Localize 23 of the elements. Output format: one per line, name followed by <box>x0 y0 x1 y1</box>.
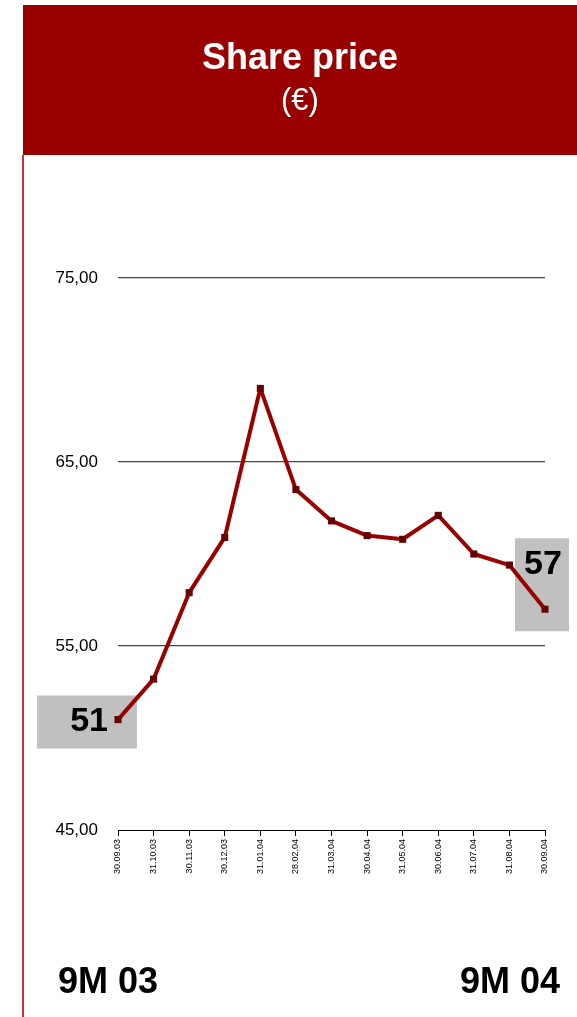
x-tick-label: 31.08.04 <box>503 839 514 875</box>
x-tick-label: 31.07.04 <box>468 839 479 875</box>
x-tick-label: 28.02.04 <box>290 839 301 875</box>
y-tick-label: 55,00 <box>55 635 98 655</box>
text: 9M 04 <box>459 960 560 1002</box>
x-tick-label: 30.12.03 <box>219 839 230 875</box>
x-tick-label: 31.10.03 <box>148 839 159 875</box>
y-tick-label: 75,00 <box>55 267 98 287</box>
y-tick-label: 45,00 <box>55 819 98 839</box>
chart-subtitle: (€) <box>280 82 320 118</box>
x-tick-label: 30.06.04 <box>432 839 443 875</box>
x-tick-label: 30.11.03 <box>183 839 194 874</box>
x-tick-label: 30.04.04 <box>361 839 372 875</box>
data-label: 51 <box>70 699 109 738</box>
x-tick-label: 30.09.04 <box>539 839 550 875</box>
x-tick-label: 31.03.04 <box>325 839 336 875</box>
x-tick-label: 31.05.04 <box>397 839 408 875</box>
data-label: 57 <box>524 542 562 581</box>
text: 9M 03 <box>58 960 159 1002</box>
x-tick-label: 30.09.03 <box>112 839 123 875</box>
y-tick-label: 65,00 <box>55 451 98 471</box>
x-tick-label: 31.01.04 <box>254 839 265 875</box>
chart-title: Share price <box>200 36 400 78</box>
